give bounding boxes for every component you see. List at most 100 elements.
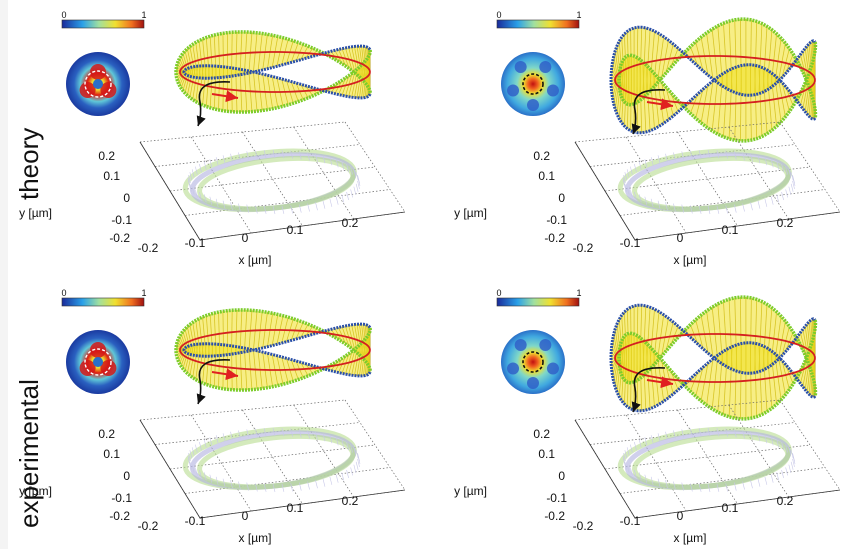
projection-hatch <box>725 150 728 159</box>
x-tick-label: 0.1 <box>287 501 304 515</box>
projection-hatch <box>353 169 357 178</box>
projection-hatch <box>255 150 258 159</box>
grid-line <box>779 121 841 213</box>
projection-hatch <box>626 447 630 456</box>
projection-hatch <box>757 433 761 442</box>
projection-hatch <box>781 441 784 451</box>
projection-hatch <box>781 163 784 173</box>
projection-hatch <box>716 150 720 159</box>
projection-hatch <box>355 450 359 459</box>
projection-axes <box>574 399 841 519</box>
center-curve <box>614 333 816 383</box>
x-axis-label: x [µm] <box>239 253 272 267</box>
intensity-lobe <box>79 82 96 98</box>
projection-hatch <box>623 175 626 184</box>
x-axis-label: x [µm] <box>674 531 707 545</box>
y-tick-label: 0 <box>558 191 565 205</box>
y-axis-label: y [µm] <box>454 484 487 498</box>
projection-hatch <box>792 180 795 189</box>
projection-hatch <box>341 439 345 448</box>
projection-hatch <box>733 429 737 438</box>
projection-hatch <box>209 159 213 168</box>
projection-hatch <box>707 427 711 437</box>
projection-hatch <box>290 205 293 214</box>
colorbar-min-label: 0 <box>61 10 66 20</box>
projection-hatch <box>644 474 648 483</box>
projection-hatch <box>770 474 774 483</box>
center-curve <box>614 55 816 105</box>
projection-hatch <box>788 447 792 456</box>
projection-hatch <box>315 431 318 440</box>
rotation-arrow <box>631 89 666 135</box>
ribbon-segment <box>814 41 816 118</box>
projection-hatch <box>644 159 648 168</box>
projection-hatch <box>353 464 357 473</box>
y-axis-line <box>574 419 636 519</box>
projection-hatch <box>650 476 654 485</box>
y-tick-label: 0 <box>123 191 130 205</box>
projection-hatch <box>622 177 626 187</box>
projection-hatch <box>246 429 250 438</box>
grid-line <box>677 409 738 505</box>
projection-hatch <box>624 450 628 459</box>
polarization-ring <box>84 348 112 376</box>
panel-theory-3-lobes: 0 10.20.10-0.1-0.2y [µm]-0.2 -0.1 00.1 0.2x … <box>19 10 406 267</box>
projection-hatch <box>350 189 353 198</box>
projection-hatch <box>199 469 202 479</box>
projection-hatch <box>630 189 633 198</box>
projection-hatch <box>638 472 642 481</box>
projection-hatch <box>346 163 349 173</box>
intensity-lobe <box>539 61 552 74</box>
projection-hatch <box>195 444 198 453</box>
projection-hatch <box>246 482 250 491</box>
y-tick-label: -0.2 <box>544 509 565 523</box>
projection-hatch <box>329 476 333 485</box>
projection-hatch <box>209 474 213 483</box>
grid-line <box>589 422 796 445</box>
projection-hatch <box>255 483 258 492</box>
intensity-lobe <box>514 61 527 74</box>
x-axis-line <box>199 489 406 519</box>
projection-hatch <box>350 166 353 175</box>
grid-line <box>344 399 406 491</box>
projection-ellipse <box>197 433 356 490</box>
projection-hatch <box>272 149 276 159</box>
projection-hatch <box>346 441 349 451</box>
projection-hatch <box>215 157 219 166</box>
projection-hatch <box>725 428 728 437</box>
projection-ellipse <box>632 155 791 212</box>
grid-line <box>728 126 790 220</box>
projection-hatch <box>638 439 642 448</box>
projection-hatch <box>757 155 761 164</box>
projection-hatch <box>716 205 720 214</box>
polarization-ring <box>522 73 544 95</box>
grid-line <box>293 404 355 498</box>
intensity-core <box>93 79 103 89</box>
projection-hatch <box>272 483 276 493</box>
rotation-arrow <box>196 359 231 405</box>
projection-hatch <box>209 196 213 205</box>
projection-hatch <box>657 155 661 164</box>
projection-hatch <box>690 150 693 159</box>
y-axis-line <box>139 419 201 519</box>
rotation-arrow <box>196 81 231 127</box>
propagation-arrow <box>646 98 674 111</box>
projection-hatch <box>742 152 745 161</box>
projection-hatch <box>650 435 654 444</box>
projection-hatch <box>263 205 267 214</box>
projection-hatch <box>750 431 753 440</box>
projection-hatch <box>298 204 302 213</box>
projection-hatch <box>272 205 276 215</box>
projection-hatch <box>307 152 310 161</box>
projection-hatch <box>673 203 676 212</box>
projection-hatch <box>322 200 326 209</box>
projection-hatch <box>673 430 676 439</box>
grid-line <box>190 414 252 512</box>
grid-line <box>154 144 361 167</box>
x-axis-line <box>634 489 841 519</box>
projection-hatch <box>355 461 359 470</box>
colorbar <box>496 19 580 29</box>
intensity-lobe <box>527 99 539 111</box>
panel-experimental-3-lobes: 0 10.20.10-0.1-0.2y [µm]-0.2 -0.1 00.1 0.2x … <box>19 288 406 545</box>
projection-hatch <box>634 191 637 201</box>
